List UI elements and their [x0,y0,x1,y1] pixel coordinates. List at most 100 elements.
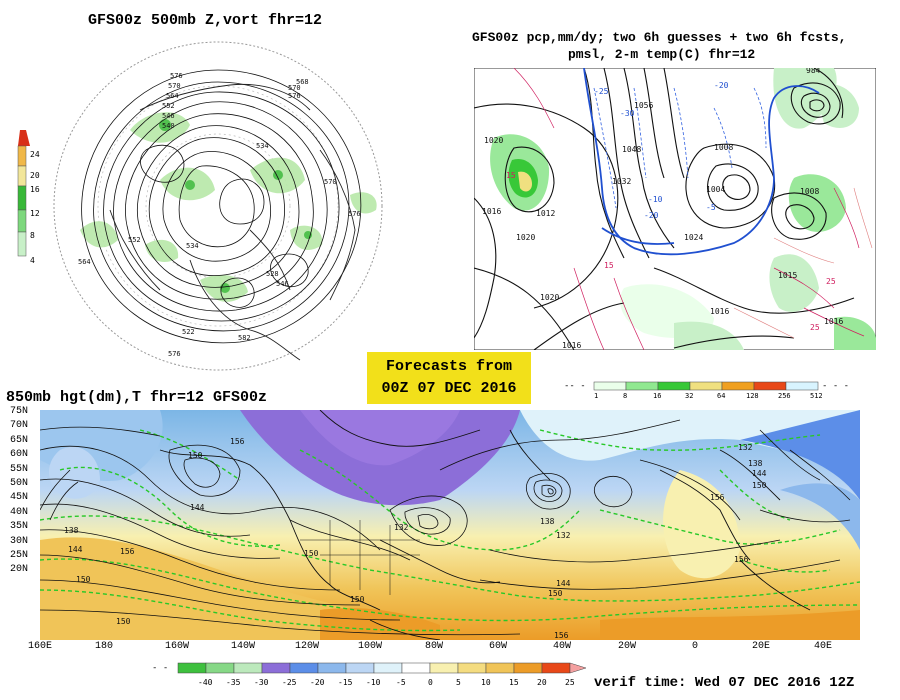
forecast-line2: 00Z 07 DEC 2016 [381,380,517,397]
lon-label: 160E [28,641,53,652]
svg-text:16: 16 [653,392,661,400]
svg-text:156: 156 [230,437,245,446]
svg-text:-10: -10 [648,195,663,204]
svg-text:132: 132 [738,443,753,452]
svg-text:534: 534 [186,242,199,250]
svg-text:15: 15 [506,171,516,180]
lat-label-column: 75N 70N 65N 60N 55N 50N 45N 40N 35N 30N … [10,405,28,578]
lon-label: 120W [295,641,320,652]
lon-label-row: 160E 180 160W 140W 120W 100W 80W 60W 40W… [28,641,858,655]
svg-text:156: 156 [554,631,569,640]
svg-text:576: 576 [288,92,301,100]
svg-text:20: 20 [537,678,547,687]
precip-cb-ticks: 1 8 16 32 64 128 256 512 [594,392,823,400]
lat-label: 30N [10,535,29,547]
svg-text:138: 138 [748,459,763,468]
svg-text:512: 512 [810,392,823,400]
hgt850-map: 150 156 144 138 144 156 150 150 132 138 … [40,410,860,640]
svg-text:-15: -15 [338,678,353,687]
svg-text:540: 540 [162,122,175,130]
lat-label: 60N [10,449,29,461]
svg-text:570: 570 [168,82,181,90]
lon-label: 20W [618,641,637,652]
svg-text:1015: 1015 [778,271,797,280]
warm-temp-contours [513,68,865,350]
svg-text:1048: 1048 [622,145,641,154]
lon-label: 180 [95,641,114,652]
lat-label: 40N [10,506,29,518]
svg-text:1032: 1032 [612,177,631,186]
svg-text:8: 8 [623,392,627,400]
svg-text:- - -: - - - [822,381,849,391]
svg-text:150: 150 [350,595,365,604]
svg-text:1012: 1012 [536,209,555,218]
svg-text:1004: 1004 [706,185,725,194]
svg-text:150: 150 [304,549,319,558]
temp-labels: -25 -30 -20 -10 -5 -20 [594,81,729,220]
svg-text:-10: -10 [366,678,381,687]
polar-colorbar-svg: 24 20 16 12 8 4 [17,130,40,265]
svg-text:552: 552 [162,102,175,110]
polar-cb-tick: 12 [30,209,40,218]
svg-text:1008: 1008 [714,143,733,152]
verif-time: verif time: Wed 07 DEC 2016 12Z [594,675,855,691]
svg-text:568: 568 [296,78,309,86]
lon-label: 20E [752,641,771,652]
svg-text:150: 150 [188,451,203,460]
svg-text:-5: -5 [706,203,716,212]
height-contours [81,69,362,344]
svg-text:984: 984 [806,68,821,75]
svg-text:128: 128 [746,392,759,400]
svg-text:138: 138 [540,517,555,526]
precip-panel-title-1: GFS00z pcp,mm/dy; two 6h guesses + two 6… [472,30,847,45]
precip-map: 1020 1016 1012 1056 1048 1032 1024 1004 … [474,68,876,350]
svg-text:-30: -30 [620,109,635,118]
polar-panel-title: GFS00z 500mb Z,vort fhr=12 [88,12,323,29]
lon-label: 0 [692,641,699,652]
lat-label: 45N [10,492,29,504]
svg-text:25: 25 [565,678,575,687]
forecast-line1: Forecasts from [385,358,513,375]
pressure-labels: 1020 1016 1012 1056 1048 1032 1024 1004 … [482,68,843,350]
svg-text:-20: -20 [714,81,729,90]
polar-cb-tick: 8 [30,231,35,240]
lon-label: 140W [231,641,256,652]
svg-text:156: 156 [710,493,725,502]
svg-text:156: 156 [120,547,135,556]
svg-text:-35: -35 [226,678,241,687]
svg-text:150: 150 [752,481,767,490]
lat-label: 70N [10,420,29,432]
lat-label: 50N [10,478,29,490]
svg-text:1008: 1008 [800,187,819,196]
lon-label: 40W [553,641,572,652]
svg-text:150: 150 [116,617,131,626]
svg-text:564: 564 [166,92,179,100]
svg-text:25: 25 [826,277,836,286]
svg-text:576: 576 [168,350,181,358]
temp-cb-ticks: -40 -35 -30 -25 -20 -15 -10 -5 0 5 10 15… [198,678,575,687]
svg-text:10: 10 [481,678,491,687]
svg-text:-25: -25 [282,678,297,687]
forecast-info-box: Forecasts from 00Z 07 DEC 2016 [367,352,531,404]
svg-text:546: 546 [162,112,175,120]
svg-text:1016: 1016 [824,317,843,326]
polar-cb-tick: 16 [30,185,40,194]
coastlines [109,83,356,361]
lat-label: 35N [10,521,29,533]
svg-text:-25: -25 [594,87,609,96]
svg-text:15: 15 [604,261,614,270]
svg-text:534: 534 [256,142,269,150]
svg-text:-20: -20 [310,678,325,687]
lon-label: 40E [814,641,833,652]
isobars [474,68,855,350]
svg-text:-30: -30 [254,678,269,687]
polar-contour-labels: 576 570 564 552 546 540 534 568 570 576 … [78,72,361,358]
svg-text:1020: 1020 [516,233,535,242]
svg-text:32: 32 [685,392,693,400]
lat-label: 20N [10,564,29,576]
svg-text:-40: -40 [198,678,213,687]
precip-panel-title-2: pmsl, 2-m temp(C) fhr=12 [568,47,756,62]
hgt850-height-labels: 150 156 144 138 144 156 150 150 132 138 … [64,437,767,640]
svg-text:522: 522 [182,328,195,336]
svg-text:- -: - - [152,663,168,673]
